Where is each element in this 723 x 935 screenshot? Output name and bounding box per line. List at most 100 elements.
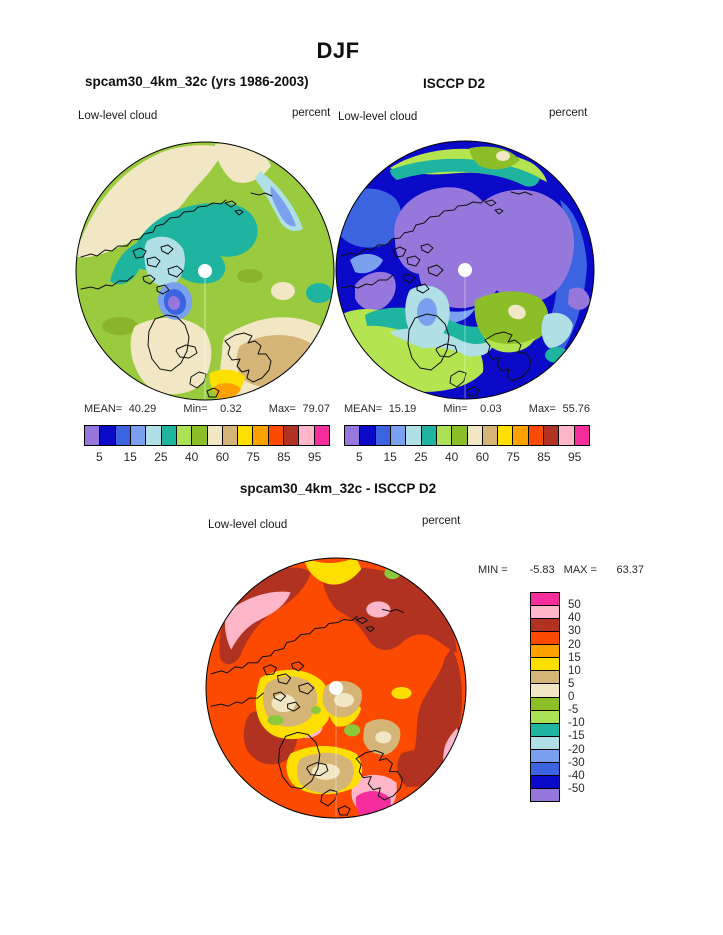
obs-colorbar bbox=[344, 425, 590, 446]
colorbar-cell bbox=[222, 426, 239, 445]
colorbar-tick-label: 75 bbox=[246, 450, 260, 464]
diff-colorbar-label: -40 bbox=[568, 769, 585, 782]
diff-minmax: MIN = -5.83 MAX = 63.37 bbox=[478, 564, 644, 576]
colorbar-cell bbox=[467, 426, 483, 445]
diff-colorbar-label: 5 bbox=[568, 677, 575, 690]
colorbar-cell bbox=[130, 426, 147, 445]
colorbar-cell bbox=[531, 710, 559, 724]
colorbar-cell bbox=[146, 426, 162, 445]
colorbar-tick-label: 60 bbox=[475, 450, 490, 464]
colorbar-tick-label: 25 bbox=[154, 450, 168, 464]
min-label: Min= bbox=[443, 403, 468, 415]
colorbar-cell bbox=[531, 632, 559, 646]
colorbar-cell bbox=[574, 426, 589, 445]
min-value: 0.03 bbox=[480, 403, 502, 415]
diff-colorbar-label: 40 bbox=[568, 612, 581, 625]
colorbar-cell bbox=[406, 426, 422, 445]
diff-colorbar-label: -20 bbox=[568, 743, 585, 756]
diff-colorbar-label: -10 bbox=[568, 717, 585, 730]
model-units-label: percent bbox=[292, 107, 331, 119]
diff-colorbar-label: -50 bbox=[568, 782, 585, 795]
diff-colorbar-label: -30 bbox=[568, 756, 585, 769]
colorbar-cell bbox=[531, 593, 559, 607]
colorbar-cell bbox=[176, 426, 193, 445]
diff-map bbox=[205, 557, 467, 819]
colorbar-cell bbox=[436, 426, 453, 445]
diff-max-value: 63.37 bbox=[616, 564, 644, 576]
colorbar-cell bbox=[531, 658, 559, 672]
colorbar-cell bbox=[531, 671, 559, 685]
colorbar-cell bbox=[452, 426, 468, 445]
mean-label: MEAN= bbox=[344, 403, 383, 415]
diff-min-label: MIN = bbox=[478, 564, 508, 576]
colorbar-tick-label: 40 bbox=[184, 450, 199, 464]
colorbar-cell bbox=[192, 426, 208, 445]
max-label: Max= bbox=[268, 403, 296, 415]
colorbar-cell bbox=[531, 684, 559, 698]
obs-map bbox=[335, 140, 595, 400]
map-rim bbox=[335, 140, 595, 400]
model-panel-title: spcam30_4km_32c (yrs 1986-2003) bbox=[85, 74, 309, 89]
diff-colorbar-label: -15 bbox=[568, 730, 585, 743]
colorbar-cell bbox=[531, 736, 559, 750]
colorbar-tick-label: 95 bbox=[567, 450, 582, 464]
max-value: 55.76 bbox=[562, 403, 590, 415]
colorbar-cell bbox=[498, 426, 514, 445]
obs-colorbar-ticks: 5 15 25 40 60 75 85 95 bbox=[344, 450, 604, 466]
colorbar-cell bbox=[314, 426, 329, 445]
colorbar-cell bbox=[268, 426, 285, 445]
colorbar-cell bbox=[531, 762, 559, 776]
mean-value: 40.29 bbox=[128, 403, 157, 415]
obs-map-regions bbox=[336, 146, 590, 392]
diff-min-value: -5.83 bbox=[529, 564, 555, 576]
colorbar-cell bbox=[531, 788, 559, 801]
colorbar-tick-label: 75 bbox=[506, 450, 520, 464]
max-value: 79.07 bbox=[302, 403, 330, 415]
obs-stats: MEAN= 15.19 Min= 0.03 Max= 55.76 bbox=[344, 403, 590, 415]
colorbar-cell bbox=[559, 426, 575, 445]
colorbar-cell bbox=[513, 426, 529, 445]
obs-units-label: percent bbox=[549, 107, 588, 119]
colorbar-cell bbox=[284, 426, 300, 445]
diff-colorbar-label: 50 bbox=[568, 599, 581, 612]
model-colorbar bbox=[84, 425, 330, 446]
diff-max-label: MAX = bbox=[563, 564, 597, 576]
colorbar-cell bbox=[115, 426, 131, 445]
obs-panel-title: ISCCP D2 bbox=[423, 76, 486, 91]
pole-dot bbox=[198, 264, 212, 278]
mean-label: MEAN= bbox=[84, 403, 123, 415]
colorbar-cell bbox=[238, 426, 254, 445]
colorbar-tick-label: 5 bbox=[96, 450, 103, 464]
min-value: 0.32 bbox=[220, 403, 242, 415]
colorbar-cell bbox=[390, 426, 407, 445]
colorbar-tick-label: 95 bbox=[307, 450, 322, 464]
map-rim bbox=[205, 557, 467, 819]
colorbar-cell bbox=[544, 426, 560, 445]
colorbar-tick-label: 5 bbox=[356, 450, 363, 464]
colorbar-cell bbox=[531, 723, 559, 737]
diff-panel-title: spcam30_4km_32c - ISCCP D2 bbox=[239, 481, 437, 496]
diff-field-label: Low-level cloud bbox=[208, 519, 288, 531]
pole-dot bbox=[458, 263, 472, 277]
colorbar-cell bbox=[531, 775, 559, 789]
colorbar-cell bbox=[100, 426, 116, 445]
diff-colorbar-label: -5 bbox=[568, 704, 579, 717]
colorbar-cell bbox=[531, 606, 559, 620]
colorbar-cell bbox=[421, 426, 437, 445]
diff-colorbar-label: 10 bbox=[568, 664, 581, 677]
diff-colorbar-label: 20 bbox=[568, 638, 581, 651]
diff-colorbar-labels: 50 40 30 20 15 10 5 0 -5 -10 -15 -20 -30 -40 -50 bbox=[560, 592, 600, 804]
max-label: Max= bbox=[528, 403, 556, 415]
colorbar-cell bbox=[482, 426, 499, 445]
colorbar-cell bbox=[375, 426, 391, 445]
colorbar-cell bbox=[528, 426, 545, 445]
diff-colorbar bbox=[530, 592, 560, 802]
colorbar-tick-label: 85 bbox=[537, 450, 551, 464]
season-title: DJF bbox=[316, 38, 360, 63]
colorbar-cell bbox=[161, 426, 177, 445]
colorbar-cell bbox=[207, 426, 223, 445]
model-field-label: Low-level cloud bbox=[78, 110, 158, 122]
min-label: Min= bbox=[183, 403, 208, 415]
colorbar-cell bbox=[531, 749, 559, 763]
